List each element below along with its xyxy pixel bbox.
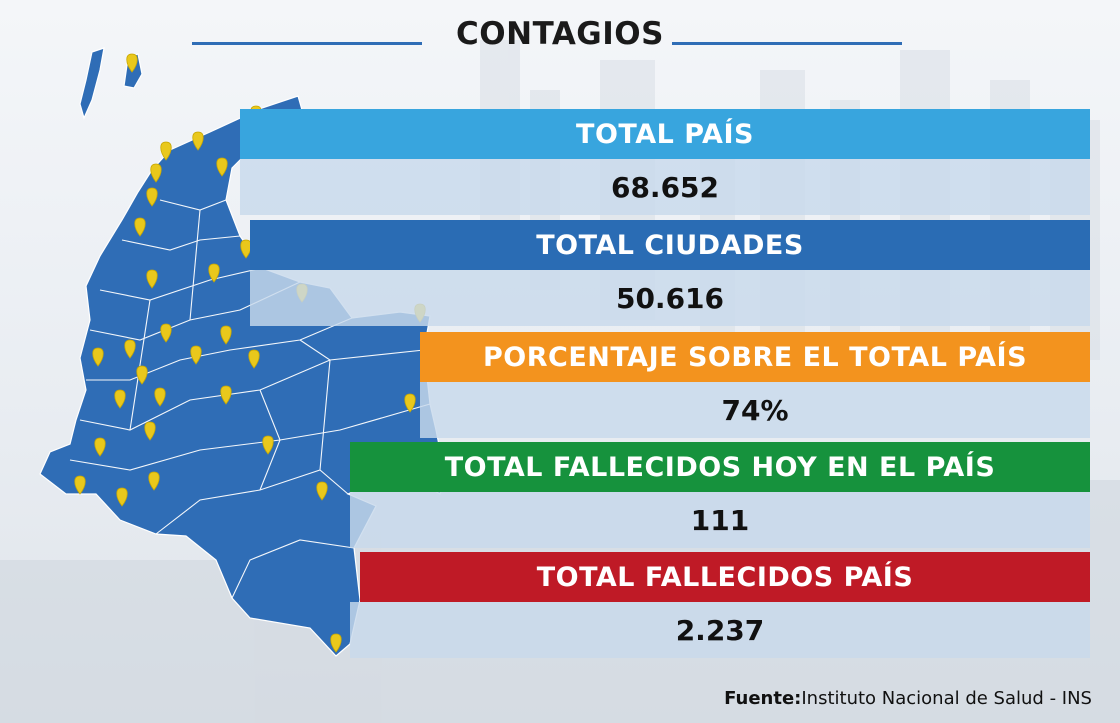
row-header-fallecidos-pais: TOTAL FALLECIDOS PAÍS (360, 552, 1090, 602)
map-pin-icon (160, 323, 172, 343)
map-pin-icon (146, 187, 158, 207)
map-pin-icon (220, 385, 232, 405)
map-pin-icon (136, 365, 148, 385)
row-header-fallecidos-hoy: TOTAL FALLECIDOS HOY EN EL PAÍS (350, 442, 1090, 492)
map-pin-icon (154, 387, 166, 407)
row-header-total-ciudades: TOTAL CIUDADES (250, 220, 1090, 270)
row-header-porcentaje: PORCENTAJE SOBRE EL TOTAL PAÍS (420, 332, 1090, 382)
map-pin-icon (114, 389, 126, 409)
map-pin-icon (216, 157, 228, 177)
colombia-map (39, 47, 447, 657)
map-pin-icon (190, 345, 202, 365)
row-value-fallecidos-hoy: 111 (350, 492, 1090, 548)
map-pin-icon (208, 263, 220, 283)
map-pin-icon (220, 325, 232, 345)
source-footer: Fuente:Instituto Nacional de Salud - INS (724, 688, 1092, 709)
map-pin-icon (144, 421, 156, 441)
map-pin-icon (192, 131, 204, 151)
map-pin-icon (148, 471, 160, 491)
map-pin-icon (124, 339, 136, 359)
title-line-right (672, 42, 902, 45)
map-pin-icon (126, 53, 138, 73)
source-text: Instituto Nacional de Salud - INS (801, 688, 1092, 709)
map-pin-icon (146, 269, 158, 289)
map-pin-icon (150, 163, 162, 183)
map-pin-icon (248, 349, 260, 369)
map-pin-icon (316, 481, 328, 501)
row-header-total-pais: TOTAL PAÍS (240, 109, 1090, 159)
row-value-total-ciudades: 50.616 (250, 270, 1090, 326)
page-title: CONTAGIOS (456, 16, 664, 52)
row-value-fallecidos-pais: 2.237 (350, 602, 1090, 658)
map-pin-icon (74, 475, 86, 495)
map-pin-icon (116, 487, 128, 507)
row-value-porcentaje: 74% (420, 382, 1090, 438)
map-pin-icon (404, 393, 416, 413)
map-pin-icon (92, 347, 104, 367)
map-pin-icon (160, 141, 172, 161)
map-pin-icon (134, 217, 146, 237)
map-pin-icon (94, 437, 106, 457)
row-value-total-pais: 68.652 (240, 159, 1090, 215)
map-pin-icon (262, 435, 274, 455)
title-line-left (192, 42, 422, 45)
source-label: Fuente: (724, 688, 802, 709)
title-bar: CONTAGIOS (0, 12, 1120, 56)
map-pin-icon (330, 633, 342, 653)
